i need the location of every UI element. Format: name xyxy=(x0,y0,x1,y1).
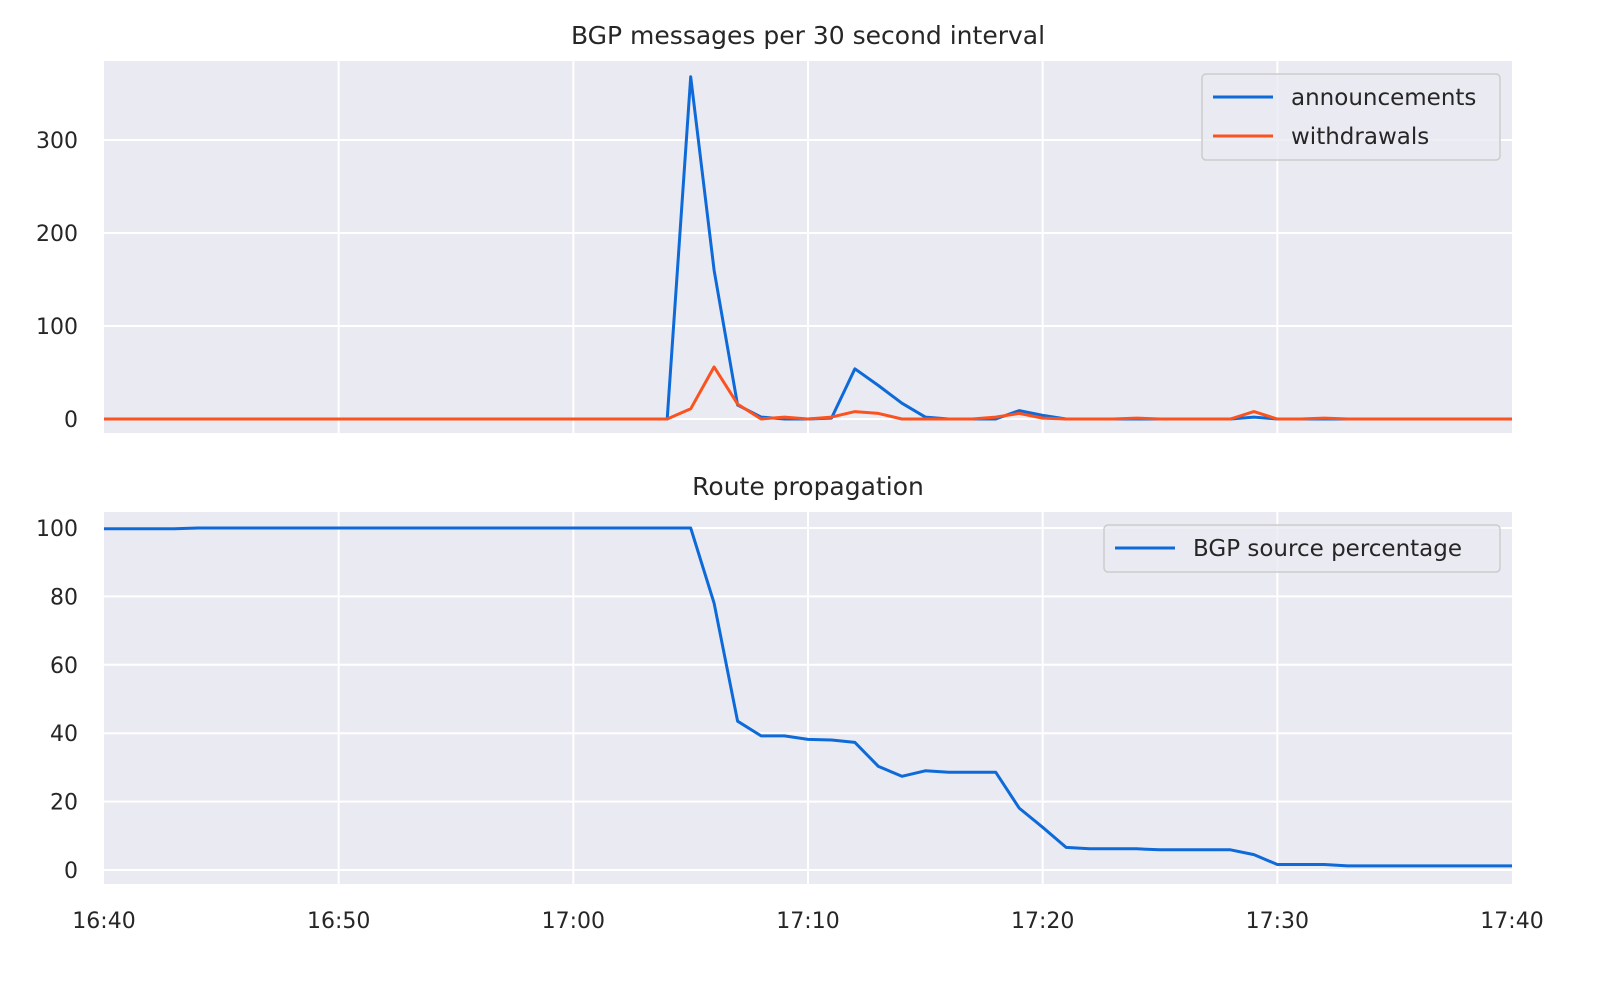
x-tick-label: 17:40 xyxy=(1480,909,1543,934)
top-legend: announcements withdrawals xyxy=(1201,73,1501,161)
x-tick-label: 17:20 xyxy=(1011,909,1074,934)
legend-bgp-source-label: BGP source percentage xyxy=(1193,536,1462,562)
x-tick-label: 17:10 xyxy=(776,909,839,934)
y-tick-label: 80 xyxy=(50,585,78,610)
x-tick-label: 17:30 xyxy=(1246,909,1309,934)
top-chart-title: BGP messages per 30 second interval xyxy=(571,21,1045,50)
y-tick-label: 300 xyxy=(36,129,78,154)
y-tick-label: 100 xyxy=(36,517,78,542)
legend-announcements-label: announcements xyxy=(1291,85,1476,111)
top-chart: BGP messages per 30 second interval 0 100… xyxy=(36,21,1512,433)
legend-withdrawals-label: withdrawals xyxy=(1291,124,1429,150)
y-tick-label: 100 xyxy=(36,315,78,340)
x-tick-label: 17:00 xyxy=(542,909,605,934)
x-tick-label: 16:50 xyxy=(307,909,370,934)
x-tick-label: 16:40 xyxy=(72,909,135,934)
y-tick-label: 40 xyxy=(50,722,78,747)
y-tick-label: 0 xyxy=(64,859,78,884)
y-tick-label: 60 xyxy=(50,654,78,679)
y-tick-label: 20 xyxy=(50,791,78,816)
bottom-legend: BGP source percentage xyxy=(1103,524,1501,573)
y-tick-label: 0 xyxy=(64,408,78,433)
y-tick-label: 200 xyxy=(36,222,78,247)
series-line-withdrawals xyxy=(104,365,1512,421)
series-line-bgp-source-percentage xyxy=(104,526,1512,868)
bottom-chart-title: Route propagation xyxy=(692,472,924,501)
bottom-chart: Route propagation 0 20 40 60 80 100 16:40 16:5… xyxy=(36,472,1544,934)
